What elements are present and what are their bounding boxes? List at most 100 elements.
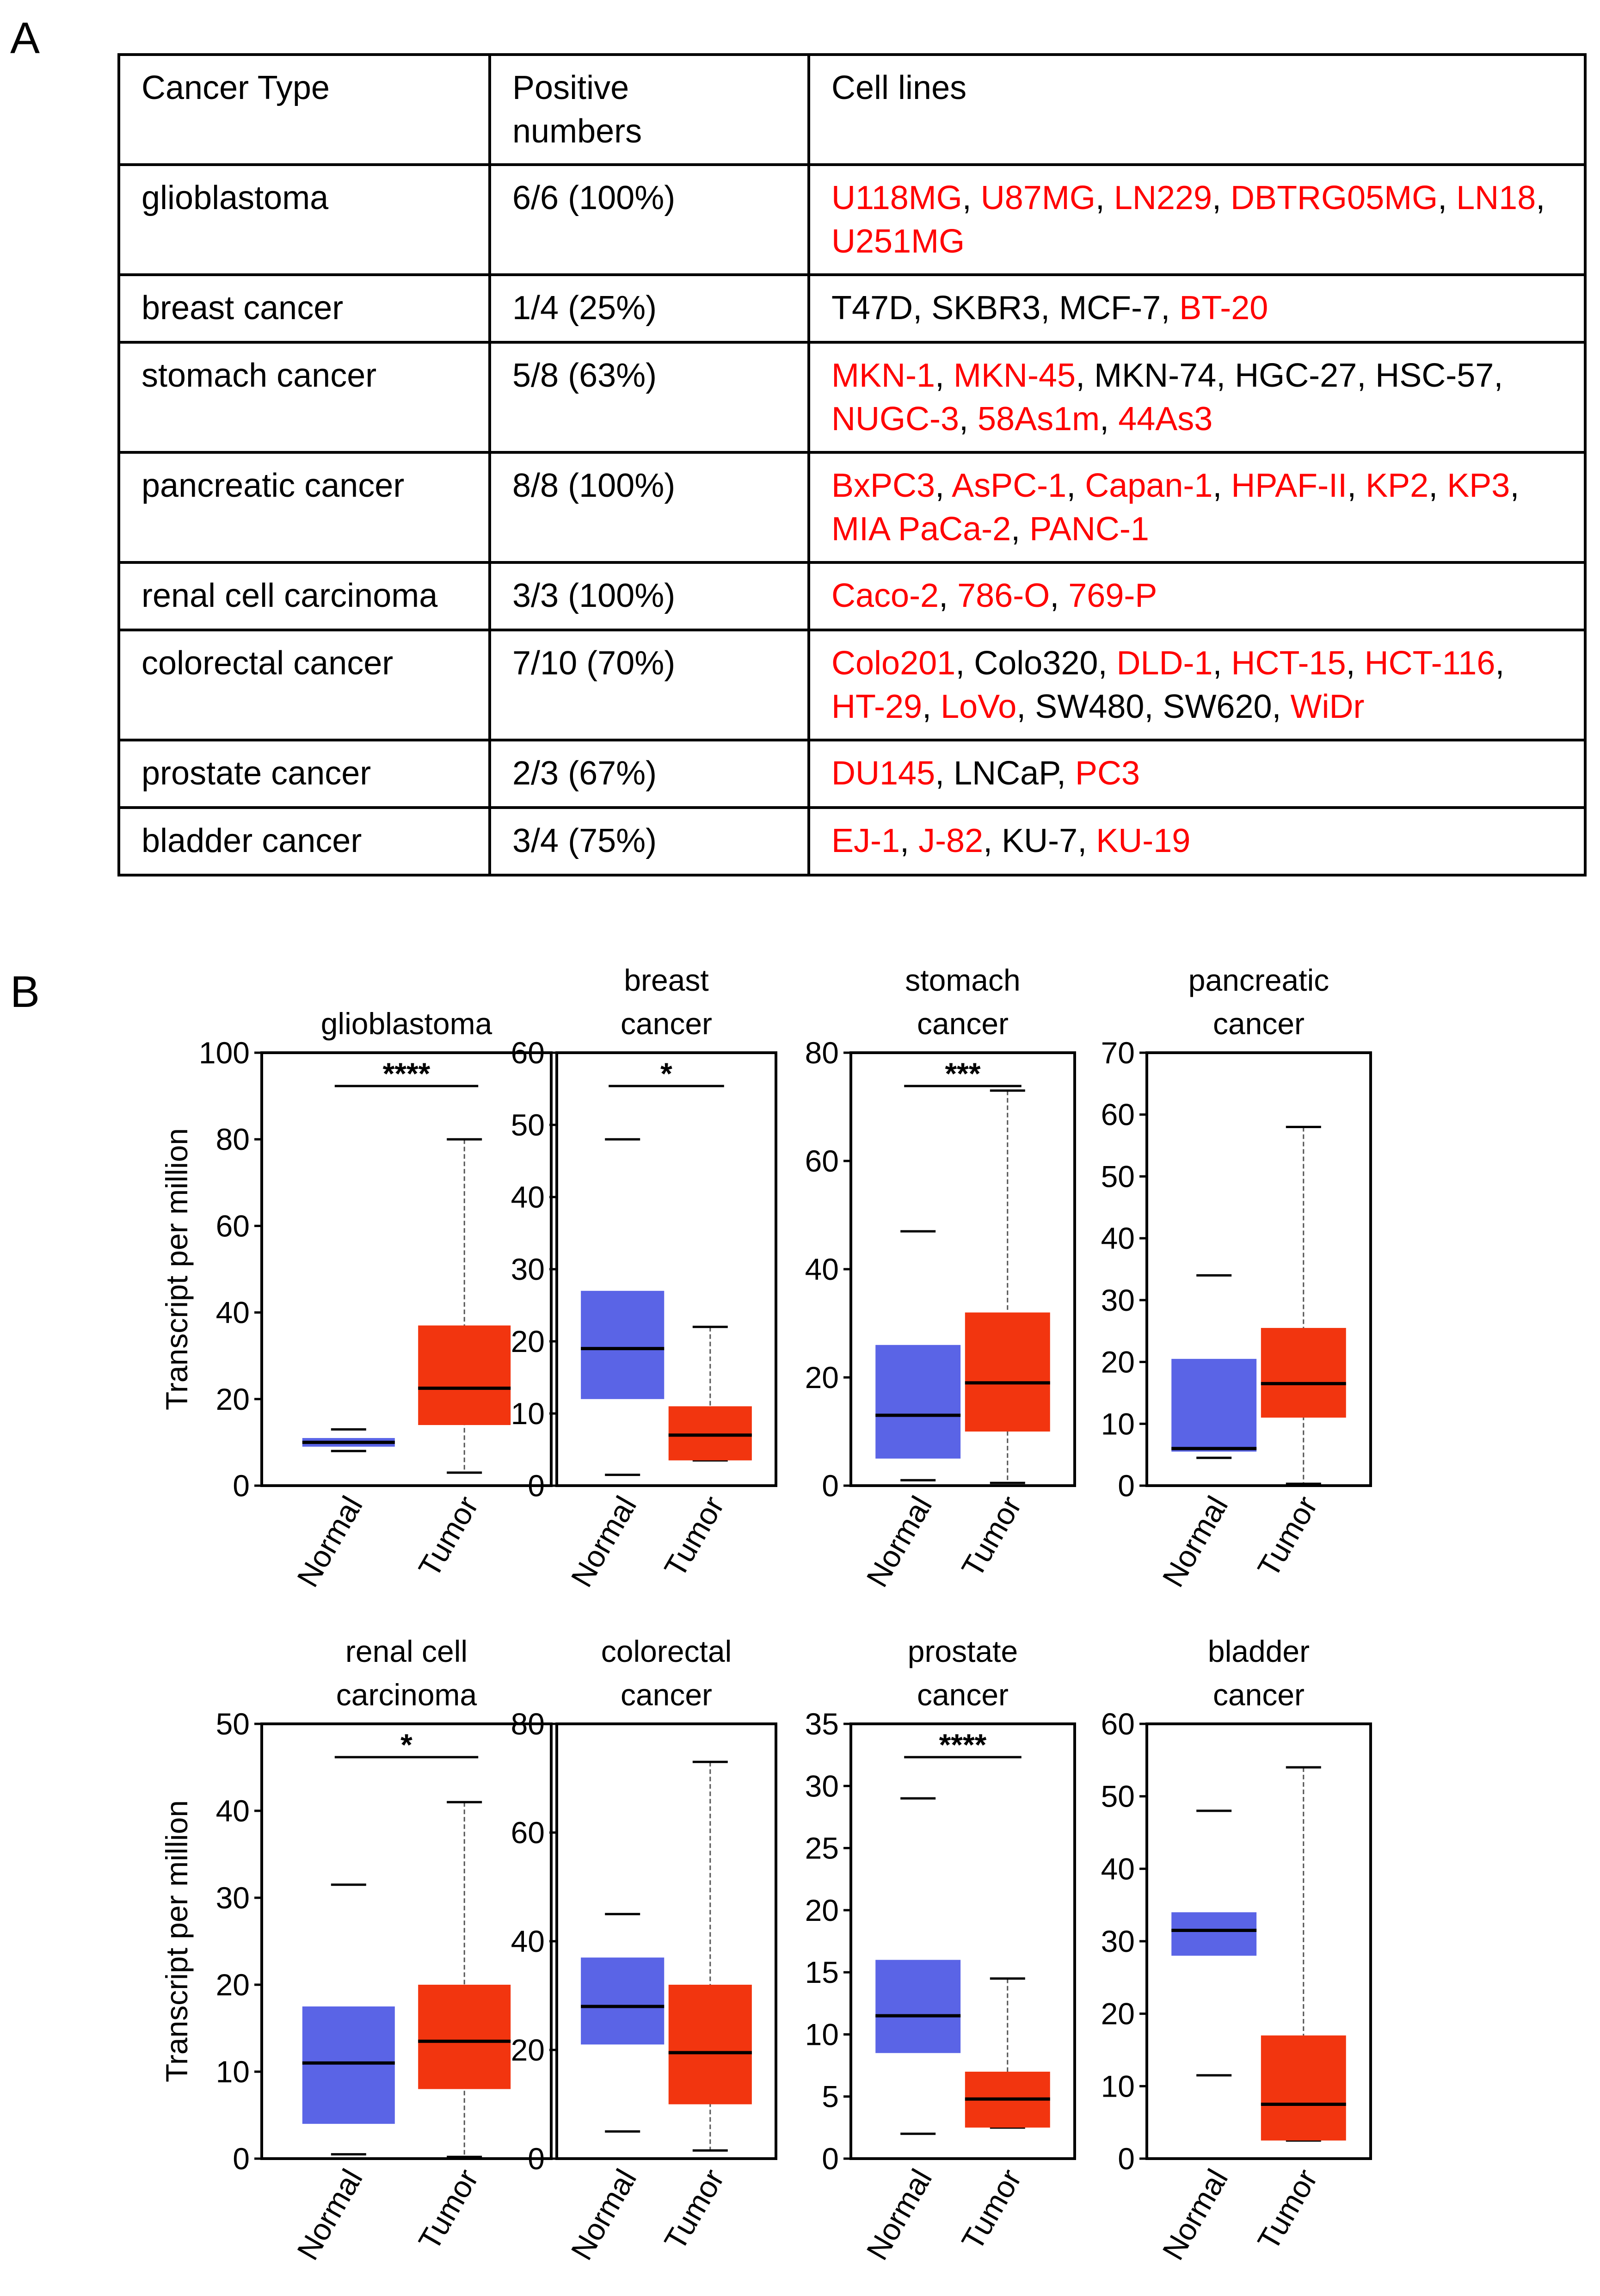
x-tick-label: Tumor xyxy=(955,1490,1028,1583)
cell-lines-cell: MKN-1, MKN-45, MKN-74, HGC-27, HSC-57, N… xyxy=(807,341,1587,454)
cell-line-separator: , xyxy=(935,755,954,792)
cell-line-name: Colo201 xyxy=(831,645,956,682)
cell-line-name: 44As3 xyxy=(1118,401,1213,438)
cell-line-separator: , xyxy=(1100,401,1119,438)
table-row: colorectal cancer 7/10 (70%) Colo201, Colo… xyxy=(117,629,1587,741)
y-tick-label: 60 xyxy=(1101,1098,1135,1132)
plot-title: cancer xyxy=(1213,1678,1305,1712)
cell-line-separator: , xyxy=(1077,822,1096,859)
plot-title: cancer xyxy=(917,1006,1009,1041)
plot-title: pancreatic xyxy=(1188,963,1329,997)
plot-title: glioblastoma xyxy=(321,1006,492,1041)
y-tick-label: 40 xyxy=(1101,1221,1135,1255)
header-positive-numbers: Positive numbers xyxy=(488,53,810,166)
header-positive-numbers-line: numbers xyxy=(512,113,642,150)
positive-numbers-cell: 1/4 (25%) xyxy=(488,273,810,344)
y-tick-label: 50 xyxy=(511,1108,545,1142)
normal-box xyxy=(302,2006,395,2124)
cell-line-name: KP2 xyxy=(1366,467,1429,504)
significance-stars: **** xyxy=(939,1728,987,1762)
cell-line-name: SW620 xyxy=(1163,688,1272,725)
cell-line-name: Colo320 xyxy=(974,645,1098,682)
x-tick-label: Tumor xyxy=(658,1490,731,1583)
cell-line-name: SW480 xyxy=(1035,688,1145,725)
y-tick-label: 30 xyxy=(1101,1924,1135,1958)
normal-box xyxy=(875,1345,961,1459)
cell-line-separator: , xyxy=(1212,179,1231,216)
positive-numbers-cell: 3/3 (100%) xyxy=(488,561,810,631)
y-tick-label: 10 xyxy=(511,1396,545,1431)
cell-line-separator: , xyxy=(959,401,978,438)
cell-line-separator: , xyxy=(1011,511,1030,548)
y-tick-label: 10 xyxy=(805,2017,839,2051)
cell-line-name: 786-O xyxy=(957,577,1050,614)
header-positive-numbers-line: Positive xyxy=(512,69,629,106)
cell-line-separator: , xyxy=(935,467,952,504)
cell-line-separator: , xyxy=(1357,357,1376,394)
cell-line-name: HCT-15 xyxy=(1231,645,1346,682)
y-tick-label: 20 xyxy=(511,2033,545,2067)
cell-line-name: KU-19 xyxy=(1096,822,1191,859)
tumor-box xyxy=(1261,2035,1346,2141)
cell-line-separator: , xyxy=(1536,179,1545,216)
cell-line-name: AsPC-1 xyxy=(952,467,1067,504)
x-tick-label: Normal xyxy=(564,1490,643,1592)
cancer-type-cell: renal cell carcinoma xyxy=(117,561,491,631)
cell-line-separator: , xyxy=(962,179,981,216)
cell-line-name: HCT-116 xyxy=(1364,645,1495,682)
cell-line-separator: , xyxy=(983,822,1002,859)
y-tick-label: 0 xyxy=(822,2142,839,2176)
cell-lines-cell: Caco-2, 786-O, 769-P xyxy=(807,561,1587,631)
y-tick-label: 60 xyxy=(1101,1707,1135,1741)
positive-numbers-cell: 3/4 (75%) xyxy=(488,806,810,876)
cell-line-name: U87MG xyxy=(980,179,1095,216)
positive-numbers-cell: 7/10 (70%) xyxy=(488,629,810,741)
tumor-box xyxy=(1261,1328,1346,1418)
cell-lines-cell: T47D, SKBR3, MCF-7, BT-20 xyxy=(807,273,1587,344)
cell-line-separator: , xyxy=(1095,179,1114,216)
cell-line-name: DBTRG05MG xyxy=(1231,179,1438,216)
cell-line-separator: , xyxy=(1212,467,1231,504)
y-tick-label: 20 xyxy=(1101,1997,1135,2031)
cell-line-name: 58As1m xyxy=(978,401,1100,438)
x-tick-label: Normal xyxy=(290,2163,369,2265)
y-tick-label: 20 xyxy=(511,1324,545,1358)
cell-lines-cell: EJ-1, J-82, KU-7, KU-19 xyxy=(807,806,1587,876)
positive-numbers-cell: 6/6 (100%) xyxy=(488,163,810,276)
cancer-type-cell: glioblastoma xyxy=(117,163,491,276)
y-tick-label: 20 xyxy=(216,1968,250,2002)
cell-line-separator: , xyxy=(1510,467,1520,504)
positive-numbers-cell: 2/3 (67%) xyxy=(488,739,810,809)
table-row: glioblastoma 6/6 (100%) U118MG, U87MG, LN2… xyxy=(117,163,1587,276)
cell-line-name: HT-29 xyxy=(831,688,923,725)
cell-line-name: PANC-1 xyxy=(1029,511,1149,548)
y-tick-label: 60 xyxy=(216,1209,250,1243)
plot-title: stomach xyxy=(905,963,1020,997)
normal-box xyxy=(581,1290,665,1399)
y-tick-label: 60 xyxy=(511,1815,545,1850)
y-tick-label: 80 xyxy=(805,1036,839,1070)
y-tick-label: 10 xyxy=(1101,2069,1135,2103)
cell-line-name: WiDr xyxy=(1290,688,1365,725)
cell-line-name: Caco-2 xyxy=(831,577,939,614)
cell-line-name: KU-7 xyxy=(1002,822,1078,859)
normal-box xyxy=(875,1960,961,2053)
y-tick-label: 40 xyxy=(511,1924,545,1958)
plot-title: colorectal xyxy=(601,1634,732,1668)
y-tick-label: 20 xyxy=(216,1382,250,1416)
plot-title: cancer xyxy=(621,1006,712,1041)
cell-line-separator: , xyxy=(1494,357,1503,394)
cell-line-name: MIA PaCa-2 xyxy=(831,511,1011,548)
cell-line-name: BxPC3 xyxy=(831,467,935,504)
tumor-box xyxy=(668,1985,752,2105)
cell-line-separator: , xyxy=(1098,645,1117,682)
cell-line-name: DLD-1 xyxy=(1116,645,1213,682)
panel-label-a: A xyxy=(10,13,40,63)
tumor-box xyxy=(418,1325,511,1425)
plot-title: cancer xyxy=(621,1678,712,1712)
cell-line-separator: , xyxy=(1272,688,1291,725)
plot-title: breast xyxy=(624,963,708,997)
y-tick-label: 10 xyxy=(216,2055,250,2089)
table-row: breast cancer 1/4 (25%) T47D, SKBR3, MCF-7… xyxy=(117,273,1587,344)
